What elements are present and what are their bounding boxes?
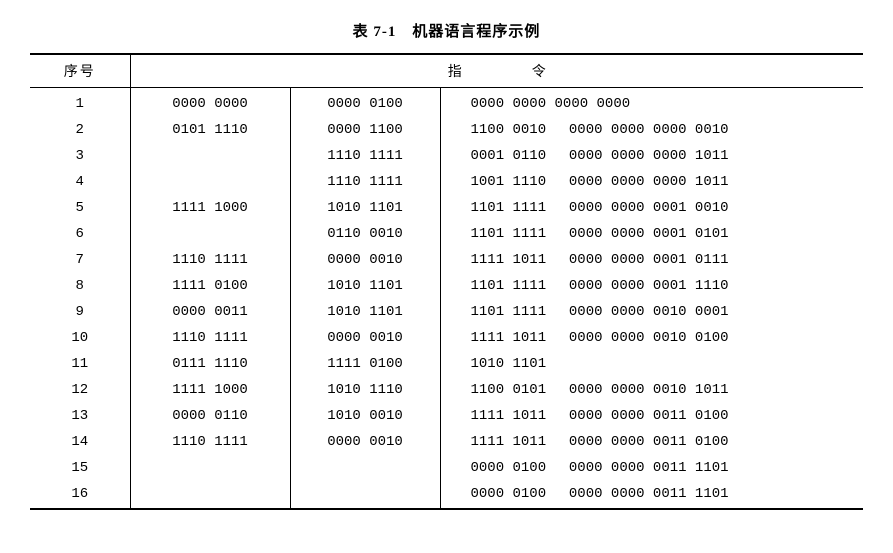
instr-col3: 1111 1011 0000 0000 0010 0100 — [440, 325, 863, 351]
instr-col3: 1101 1111 0000 0000 0001 1110 — [440, 273, 863, 299]
instr-col2: 1110 1111 — [290, 169, 440, 195]
instr-col2: 0000 0010 — [290, 429, 440, 455]
column-header-seq: 序号 — [30, 54, 130, 88]
instr-col1: 1110 1111 — [130, 325, 290, 351]
seq-cell: 3 — [30, 143, 130, 169]
seq-cell: 1 — [30, 88, 130, 118]
instr-col3: 0000 0100 0000 0000 0011 1101 — [440, 455, 863, 481]
instr-col2 — [290, 455, 440, 481]
column-header-instruction: 指 令 — [130, 54, 863, 88]
instr-col1: 1110 1111 — [130, 247, 290, 273]
seq-cell: 13 — [30, 403, 130, 429]
instr-col3: 1111 1011 0000 0000 0011 0100 — [440, 429, 863, 455]
instr-col3: 0000 0100 0000 0000 0011 1101 — [440, 481, 863, 509]
seq-cell: 6 — [30, 221, 130, 247]
table-row: 3 1110 11110001 0110 0000 0000 0000 1011 — [30, 143, 863, 169]
instr-col3: 0000 0000 0000 0000 — [440, 88, 863, 118]
instr-col1: 0000 0110 — [130, 403, 290, 429]
instr-col2 — [290, 481, 440, 509]
seq-cell: 15 — [30, 455, 130, 481]
table-row: 90000 00111010 11011101 1111 0000 0000 0… — [30, 299, 863, 325]
instr-col3: 1101 1111 0000 0000 0001 0101 — [440, 221, 863, 247]
table-row: 101110 11110000 00101111 1011 0000 0000 … — [30, 325, 863, 351]
instr-col3: 1101 1111 0000 0000 0001 0010 — [440, 195, 863, 221]
seq-cell: 4 — [30, 169, 130, 195]
instr-col3: 1100 0010 0000 0000 0000 0010 — [440, 117, 863, 143]
instr-col2: 1010 0010 — [290, 403, 440, 429]
seq-cell: 7 — [30, 247, 130, 273]
instr-col3: 1010 1101 — [440, 351, 863, 377]
instr-col2: 1110 1111 — [290, 143, 440, 169]
seq-cell: 2 — [30, 117, 130, 143]
instr-col2: 1010 1110 — [290, 377, 440, 403]
instr-col1 — [130, 455, 290, 481]
instr-col1: 1111 1000 — [130, 195, 290, 221]
instr-col2: 1010 1101 — [290, 299, 440, 325]
instr-col1 — [130, 221, 290, 247]
seq-cell: 14 — [30, 429, 130, 455]
instr-col1: 1111 0100 — [130, 273, 290, 299]
table-row: 6 0110 00101101 1111 0000 0000 0001 0101 — [30, 221, 863, 247]
table-row: 81111 01001010 11011101 1111 0000 0000 0… — [30, 273, 863, 299]
table-row: 71110 11110000 00101111 1011 0000 0000 0… — [30, 247, 863, 273]
seq-cell: 16 — [30, 481, 130, 509]
instr-col3: 1111 1011 0000 0000 0001 0111 — [440, 247, 863, 273]
instr-col1: 0101 1110 — [130, 117, 290, 143]
table-row: 121111 10001010 11101100 0101 0000 0000 … — [30, 377, 863, 403]
instr-col3: 1001 1110 0000 0000 0000 1011 — [440, 169, 863, 195]
instr-col2: 1010 1101 — [290, 195, 440, 221]
instr-col2: 1111 0100 — [290, 351, 440, 377]
instr-col3: 1100 0101 0000 0000 0010 1011 — [440, 377, 863, 403]
table-row: 4 1110 11111001 1110 0000 0000 0000 1011 — [30, 169, 863, 195]
instr-col3: 1101 1111 0000 0000 0010 0001 — [440, 299, 863, 325]
table-row: 110111 11101111 01001010 1101 — [30, 351, 863, 377]
table-row: 15 0000 0100 0000 0000 0011 1101 — [30, 455, 863, 481]
instr-col3: 0001 0110 0000 0000 0000 1011 — [440, 143, 863, 169]
instr-col2: 0000 1100 — [290, 117, 440, 143]
instr-col1: 1110 1111 — [130, 429, 290, 455]
instr-col1 — [130, 481, 290, 509]
table-row: 16 0000 0100 0000 0000 0011 1101 — [30, 481, 863, 509]
table-row: 130000 01101010 00101111 1011 0000 0000 … — [30, 403, 863, 429]
instr-col2: 0000 0100 — [290, 88, 440, 118]
machine-language-table: 序号 指 令 10000 00000000 01000000 0000 0000… — [30, 53, 863, 510]
table-caption: 表 7-1 机器语言程序示例 — [30, 20, 863, 41]
instr-col2: 0000 0010 — [290, 247, 440, 273]
seq-cell: 5 — [30, 195, 130, 221]
instr-col1 — [130, 143, 290, 169]
seq-cell: 11 — [30, 351, 130, 377]
instr-col3: 1111 1011 0000 0000 0011 0100 — [440, 403, 863, 429]
table-row: 51111 10001010 11011101 1111 0000 0000 0… — [30, 195, 863, 221]
instr-col2: 1010 1101 — [290, 273, 440, 299]
instr-col2: 0110 0010 — [290, 221, 440, 247]
instr-col2: 0000 0010 — [290, 325, 440, 351]
table-row: 10000 00000000 01000000 0000 0000 0000 — [30, 88, 863, 118]
instr-col1: 0000 0000 — [130, 88, 290, 118]
instr-col1: 0000 0011 — [130, 299, 290, 325]
seq-cell: 9 — [30, 299, 130, 325]
seq-cell: 12 — [30, 377, 130, 403]
instr-col1: 0111 1110 — [130, 351, 290, 377]
instr-col1: 1111 1000 — [130, 377, 290, 403]
seq-cell: 10 — [30, 325, 130, 351]
table-row: 20101 11100000 11001100 0010 0000 0000 0… — [30, 117, 863, 143]
seq-cell: 8 — [30, 273, 130, 299]
instr-col1 — [130, 169, 290, 195]
table-row: 141110 11110000 00101111 1011 0000 0000 … — [30, 429, 863, 455]
